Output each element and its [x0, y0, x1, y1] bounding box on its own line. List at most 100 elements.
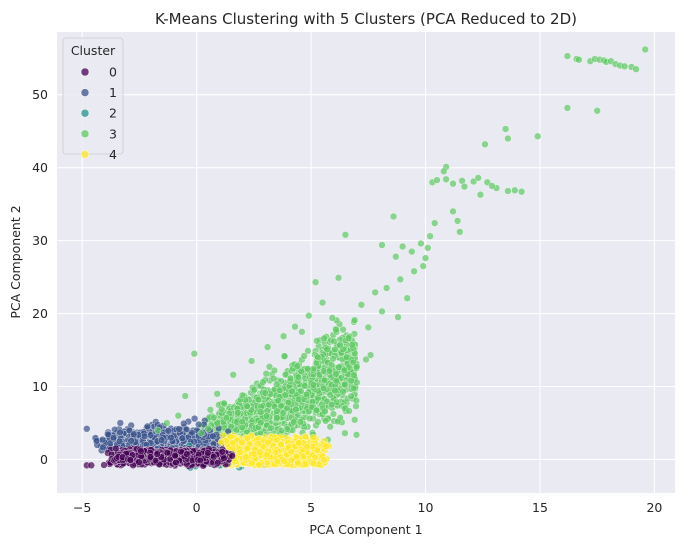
cluster-4-point [277, 440, 285, 449]
cluster-3-point [362, 355, 370, 364]
cluster-4-point [243, 444, 252, 452]
data-points [83, 45, 649, 472]
cluster-3-point [408, 247, 416, 256]
cluster-4-point [320, 456, 328, 464]
legend-label-2: 2 [109, 106, 117, 121]
cluster-1-point [157, 436, 166, 444]
cluster-3-point [620, 62, 629, 70]
cluster-3-point [279, 332, 288, 340]
cluster-3-point [292, 405, 300, 414]
cluster-3-point [394, 313, 402, 321]
cluster-0-point [228, 452, 236, 460]
cluster-3-point [504, 134, 512, 143]
cluster-3-point [474, 174, 482, 182]
cluster-3-point [304, 347, 312, 355]
cluster-3-point [442, 175, 450, 183]
cluster-3-point [302, 390, 311, 399]
cluster-3-point [296, 418, 305, 426]
cluster-3-point [426, 232, 434, 240]
cluster-3-point [417, 239, 425, 248]
cluster-3-point [332, 377, 340, 385]
cluster-3-point [163, 419, 171, 427]
cluster-1-point [116, 428, 124, 436]
legend-label-3: 3 [109, 126, 117, 141]
cluster-3-point [259, 378, 267, 386]
cluster-3-point [382, 284, 391, 292]
cluster-3-point [277, 426, 286, 435]
cluster-0-point [112, 444, 120, 453]
cluster-3-point [350, 384, 358, 393]
cluster-1-point [146, 431, 155, 439]
cluster-3-point [295, 395, 303, 403]
cluster-3-point [330, 337, 338, 345]
cluster-1-point [190, 414, 199, 423]
cluster-4-point [255, 461, 263, 469]
cluster-3-point [352, 431, 361, 439]
cluster-3-point [332, 326, 340, 334]
cluster-3-point [345, 407, 353, 415]
cluster-1-point [115, 437, 124, 445]
legend-marker-0 [80, 67, 90, 77]
cluster-3-point [321, 407, 329, 415]
cluster-3-point [174, 412, 182, 420]
y-tick-label: 30 [32, 233, 48, 248]
cluster-3-point [290, 418, 298, 426]
cluster-1-point [127, 437, 135, 445]
cluster-3-point [460, 182, 469, 191]
cluster-3-point [378, 241, 386, 249]
x-tick-label: 20 [646, 500, 662, 515]
cluster-4-point [256, 448, 264, 456]
cluster-3-point [563, 52, 572, 60]
y-tick-label: 20 [32, 306, 48, 321]
chart-title: K-Means Clustering with 5 Clusters (PCA … [155, 10, 577, 28]
cluster-0-point [146, 453, 155, 461]
cluster-3-point [328, 401, 336, 409]
cluster-3-point [294, 373, 303, 381]
cluster-0-point [196, 456, 204, 465]
cluster-3-point [265, 363, 274, 371]
cluster-3-point [293, 362, 301, 370]
cluster-3-point [334, 417, 342, 426]
cluster-3-point [220, 399, 228, 407]
cluster-3-point [350, 316, 359, 324]
cluster-3-point [291, 323, 299, 331]
cluster-3-point [340, 366, 349, 374]
cluster-3-point [476, 191, 485, 199]
cluster-4-point [217, 438, 225, 447]
cluster-3-point [341, 231, 350, 239]
cluster-3-point [274, 397, 282, 405]
cluster-3-point [238, 391, 247, 399]
cluster-3-point [314, 353, 322, 361]
cluster-3-point [206, 406, 215, 414]
cluster-3-point [332, 370, 340, 378]
cluster-3-point [641, 45, 649, 54]
cluster-3-point [431, 219, 439, 227]
cluster-3-point [276, 386, 284, 394]
y-tick-label: 0 [40, 452, 48, 467]
cluster-3-point [254, 395, 263, 404]
cluster-3-point [267, 424, 275, 432]
cluster-3-point [323, 345, 331, 353]
cluster-4-point [271, 448, 280, 457]
cluster-3-point [273, 414, 281, 422]
x-tick-label: 10 [418, 500, 434, 515]
cluster-3-point [247, 357, 256, 365]
y-tick-label: 50 [32, 87, 48, 102]
cluster-3-point [281, 371, 290, 379]
cluster-3-point [481, 140, 489, 148]
cluster-0-point [153, 450, 161, 458]
x-tick-label: −5 [73, 500, 91, 515]
cluster-3-point [313, 337, 321, 345]
x-tick-label: 0 [193, 500, 201, 515]
cluster-1-point [109, 433, 118, 442]
cluster-3-point [229, 371, 237, 379]
x-axis-ticks: −5 0 5 10 15 20 [73, 500, 662, 515]
plot-area [57, 32, 675, 493]
cluster-3-point [263, 343, 272, 351]
cluster-3-point [501, 125, 510, 133]
cluster-0-point [210, 453, 218, 461]
x-tick-label: 15 [532, 500, 548, 515]
cluster-3-point [298, 328, 306, 336]
cluster-1-point [178, 434, 186, 442]
cluster-3-point [305, 312, 313, 320]
